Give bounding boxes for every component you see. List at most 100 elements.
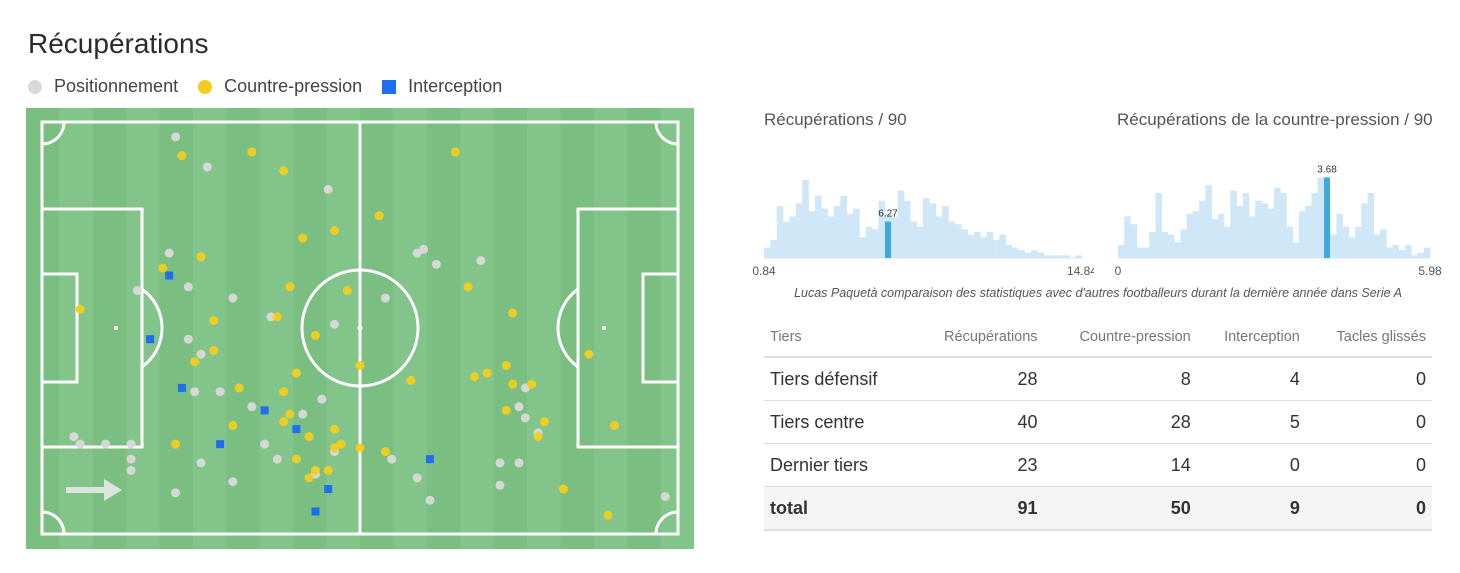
hist-bar [1380,229,1387,258]
table-total-row: total 91 50 9 0 [764,486,1432,531]
hist-bar [916,226,924,258]
point-countre-pression [285,282,295,292]
point-countre-pression [272,312,282,322]
hist-bar [814,195,822,258]
hist-bar [1236,206,1244,258]
column-header: Récupérations [912,318,1044,358]
hist-bar [1361,203,1368,258]
hist-bar [986,232,994,258]
hist-highlight-label: 6.27 [878,209,898,220]
hist-bar [1124,216,1131,258]
hist-bar [1311,193,1318,258]
hist-bar [1155,193,1162,258]
corner-arc-bottom-left [41,510,66,535]
hist-bar [1267,208,1275,258]
hist-bar [872,229,879,258]
hist-bar [954,224,962,258]
point-positionnement [323,184,333,194]
hist-bar [967,234,975,258]
table-cell: 28 [912,357,1044,401]
hist-bar [1062,255,1070,258]
table-cell: 0 [1305,357,1432,401]
table-cell: Tiers centre [764,400,913,444]
table-row: Tiers centre 40 28 5 0 [764,400,1432,444]
hist-bar [961,229,968,258]
point-countre-pression [304,432,314,442]
hist-bar [776,206,784,258]
hist-bar [1005,245,1013,258]
hist-bar [1230,190,1237,258]
hist-bar [923,198,930,258]
hist-bar [1255,200,1262,258]
point-countre-pression [75,304,85,314]
hist-bar [1149,232,1156,258]
point-positionnement [126,465,136,475]
point-interception [146,335,155,344]
hist-bar [1118,245,1125,258]
hist-bar [1199,200,1206,258]
left-penalty-spot [114,326,118,330]
point-countre-pression [533,432,543,442]
right-goal-area [641,272,680,384]
point-countre-pression [330,443,340,453]
hist-bar [1423,247,1431,258]
hist2-title: Récupérations de la countre-pression / 9… [1117,110,1433,129]
pitch-stripe [493,108,528,549]
hist-bar [1217,213,1225,258]
hist-bar [1280,193,1287,258]
table-cell: 0 [1305,400,1432,444]
center-spot [357,325,363,331]
point-positionnement [196,458,206,468]
point-positionnement [380,293,390,303]
point-countre-pression [330,226,340,236]
hist-highlight-label: 3.68 [1317,164,1337,175]
table-cell: 40 [912,400,1044,444]
point-positionnement [412,473,422,483]
point-positionnement [272,454,282,464]
point-positionnement [330,319,340,329]
point-countre-pression [584,349,594,359]
point-interception [425,455,434,464]
legend-marker-countre-pression [198,79,213,94]
hist-bar [865,226,873,258]
point-positionnement [196,349,206,359]
hist-bar [980,237,987,258]
pitch-stripe [326,108,361,549]
point-countre-pression [406,375,416,385]
point-countre-pression [559,484,569,494]
point-positionnement [215,387,225,397]
point-countre-pression [469,372,479,382]
point-countre-pression [291,454,301,464]
point-positionnement [660,492,670,502]
hist-bar [1367,193,1375,258]
hist-bar [903,200,911,258]
legend-marker-positionnement [28,79,42,94]
histogram-recuperations: 6.27 0.84 14.84 [752,180,1094,278]
pitch-stripe [92,108,127,549]
legend-label: Interception [408,76,503,96]
hist-bar [897,190,905,258]
point-positionnement [520,413,530,423]
hist-bar [942,206,949,258]
pitch-stripe [193,108,227,549]
corner-arc-top-right [654,121,679,146]
pitch-points [69,132,670,520]
table-cell: Dernier tiers [764,443,913,487]
hist-bar [1018,250,1026,258]
legend-label: Countre-pression [224,76,363,96]
point-countre-pression [158,263,168,273]
hist-bar [859,237,867,258]
point-interception [292,425,301,434]
point-countre-pression [234,383,244,393]
point-countre-pression [310,330,320,340]
legend-item-countre-pression: Countre-pression [198,76,362,97]
hist-bar [999,234,1006,258]
point-countre-pression [285,409,295,419]
table-row: Tiers défensif 28 8 4 0 [764,357,1432,401]
table-cell: Tiers défensif [764,357,913,401]
point-countre-pression [177,151,187,161]
pitch-stripe [159,108,194,549]
hist-bar [992,239,1000,258]
attack-direction-arrow-icon [66,479,122,501]
hist-tick-label: 14.84 [1067,264,1094,278]
